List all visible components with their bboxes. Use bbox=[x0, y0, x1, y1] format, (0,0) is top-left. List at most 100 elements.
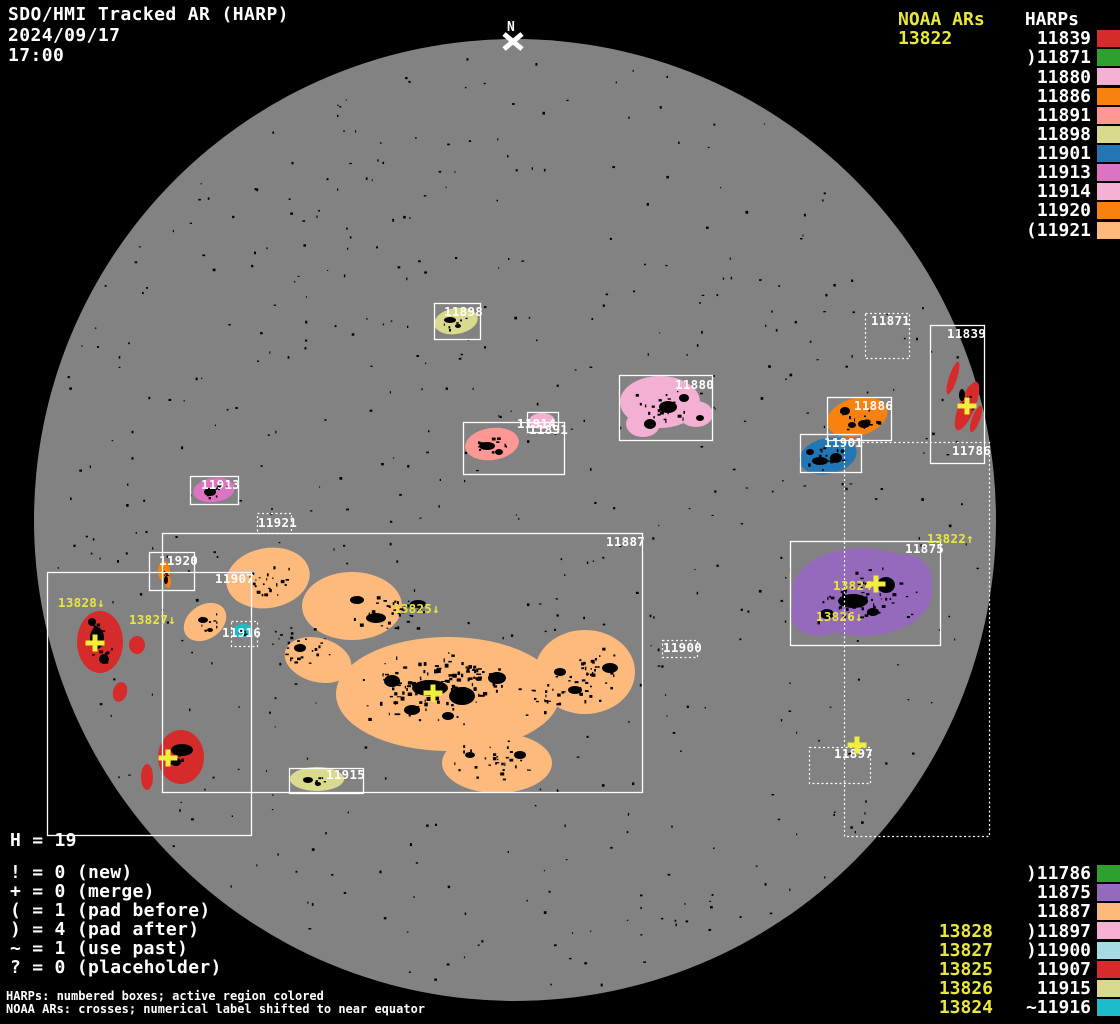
legend-bottom-right: )11786 11875 11887 13828)11897 13827)11900 13… bbox=[898, 863, 1120, 1019]
harp-11901-region bbox=[799, 437, 857, 475]
harp-number: 11880 bbox=[1036, 66, 1091, 88]
legend-top-right: NOAA ARs HARPs 13822 11839)11871 11880 11886 1… bbox=[898, 9, 1120, 241]
noaa-ar-number: 13828 bbox=[938, 920, 993, 942]
noaa-label-13822: 13822↑ bbox=[927, 531, 974, 546]
noaa-cross-icon bbox=[957, 397, 977, 415]
noaa-label-13824: 13824 bbox=[833, 578, 872, 593]
harp-color-swatch bbox=[1097, 884, 1120, 902]
legend-row: 13824 ~11916 bbox=[898, 997, 1120, 1019]
harp-number: 11887 bbox=[1036, 901, 1091, 923]
harp-number: 11898 bbox=[1036, 123, 1091, 145]
harp-box-label-11871: 11871 bbox=[871, 313, 910, 328]
harp-box-11786 bbox=[843, 441, 991, 838]
harp-number: 11915 bbox=[1036, 977, 1091, 999]
legend-row: 11901 bbox=[898, 143, 1120, 165]
harp-color-swatch bbox=[1097, 49, 1120, 67]
harp-11886-region bbox=[826, 396, 888, 438]
harp-number: 11891 bbox=[1036, 104, 1091, 126]
harp-box-11913 bbox=[189, 475, 240, 506]
legend-row: 13822 11839 bbox=[898, 28, 1120, 50]
harp-11914-region bbox=[529, 413, 555, 429]
legend-row: 11914 bbox=[898, 181, 1120, 202]
symbol-legend-line: + = 0 (merge) bbox=[10, 881, 155, 902]
noaa-ar-number: 13825 bbox=[938, 958, 993, 980]
noaa-label-13827: 13827↓ bbox=[129, 612, 176, 627]
noaa-ar-number: 13826 bbox=[938, 977, 993, 999]
harp-boxes bbox=[46, 302, 991, 838]
harp-number: )11900 bbox=[1025, 939, 1091, 961]
symbol-legend-line: ( = 1 (pad before) bbox=[10, 900, 211, 921]
legend-row: 11887 bbox=[898, 901, 1120, 923]
harp-box-label-11875: 11875 bbox=[905, 541, 944, 556]
harp-color-swatch bbox=[1097, 941, 1120, 959]
harp-box-label-11897: 11897 bbox=[834, 746, 873, 761]
harp-box-label-11913: 11913 bbox=[201, 477, 240, 492]
harp-11898-region bbox=[434, 307, 478, 335]
harp-count: H = 19 bbox=[10, 830, 77, 851]
noaa-cross-icon bbox=[85, 634, 105, 652]
harp-number: 11839 bbox=[1036, 28, 1091, 50]
harp-box-11839 bbox=[929, 324, 986, 465]
harp-color-swatch bbox=[1097, 183, 1120, 201]
harp-color-swatch bbox=[1097, 865, 1120, 883]
legend-row: )11786 bbox=[898, 863, 1120, 885]
harp-box-label-11786: 11786 bbox=[952, 443, 991, 458]
legend-row: NOAA ARs HARPs bbox=[898, 9, 1120, 31]
harp-box-label-11900: 11900 bbox=[663, 640, 702, 655]
harp-box-11901 bbox=[799, 433, 863, 474]
legend-row: 11886 bbox=[898, 85, 1120, 107]
harp-color-swatch bbox=[1097, 106, 1120, 124]
harp-box-label-11915: 11915 bbox=[326, 767, 365, 782]
harp-number: )11897 bbox=[1025, 920, 1091, 942]
harp-box-11897 bbox=[808, 746, 872, 785]
north-cross-icon bbox=[502, 32, 524, 51]
harp-number: 11920 bbox=[1036, 200, 1091, 222]
harp-color-swatch bbox=[1097, 164, 1120, 182]
harp-color-swatch bbox=[1097, 68, 1120, 86]
harp-box-label-11898: 11898 bbox=[444, 304, 483, 319]
harp-number: 11886 bbox=[1036, 85, 1091, 107]
north-marker: N bbox=[502, 20, 524, 51]
harp-box-11914 bbox=[526, 411, 560, 434]
harp-number: 11901 bbox=[1036, 143, 1091, 165]
harp-color-swatch bbox=[1097, 960, 1120, 978]
symbol-legend-line: ) = 4 (pad after) bbox=[10, 919, 200, 940]
noaa-label-13828: 13828↓ bbox=[58, 595, 105, 610]
harp-box-label-11914: 11914 bbox=[517, 416, 556, 431]
harp-number: ~11916 bbox=[1025, 997, 1091, 1019]
harp-box-label-11891: 11891 bbox=[529, 422, 568, 437]
legend-row: 11898 bbox=[898, 123, 1120, 145]
harp-box-11915 bbox=[288, 767, 365, 795]
harp-color-swatch bbox=[1097, 125, 1120, 143]
noaa-cross-icon bbox=[866, 575, 886, 593]
harp-box-11898 bbox=[433, 302, 482, 341]
noaa-label-13825: 13825↓ bbox=[393, 601, 440, 616]
time-label: 17:00 bbox=[8, 45, 65, 66]
legend-row: 11913 bbox=[898, 162, 1120, 184]
harp-color-swatch bbox=[1097, 87, 1120, 105]
date-label: 2024/09/17 bbox=[8, 25, 121, 46]
harp-number: HARPs bbox=[1024, 9, 1079, 31]
harp-box-labels: 11871 11786 11897 11900 11921 11916 11887 11907… bbox=[159, 304, 991, 782]
harp-box-11900 bbox=[661, 639, 699, 659]
harp-box-label-11880: 11880 bbox=[675, 377, 714, 392]
harp-number: 11907 bbox=[1036, 958, 1091, 980]
noaa-cross-icon bbox=[423, 684, 443, 702]
footnote-harps: HARPs: numbered boxes; active region col… bbox=[6, 989, 324, 1003]
harp-box-label-11839: 11839 bbox=[947, 326, 986, 341]
legend-row: 13826 11915 bbox=[898, 977, 1120, 999]
harp-color-swatch bbox=[1097, 922, 1120, 940]
harp-number: 11913 bbox=[1036, 162, 1091, 184]
harp-box-11886 bbox=[826, 396, 893, 442]
harp-box-11887 bbox=[161, 532, 644, 794]
harp-color-swatch bbox=[1097, 30, 1120, 48]
harp-box-label-11907: 11907 bbox=[215, 571, 254, 586]
harp-box-label-11886: 11886 bbox=[854, 398, 893, 413]
noaa-cross-icon bbox=[847, 736, 867, 754]
symbol-legend-line: ~ = 1 (use past) bbox=[10, 938, 189, 959]
harp-number: )11786 bbox=[1025, 863, 1091, 885]
legend-row: 11880 bbox=[898, 66, 1120, 88]
harp-11915-region bbox=[290, 767, 344, 791]
